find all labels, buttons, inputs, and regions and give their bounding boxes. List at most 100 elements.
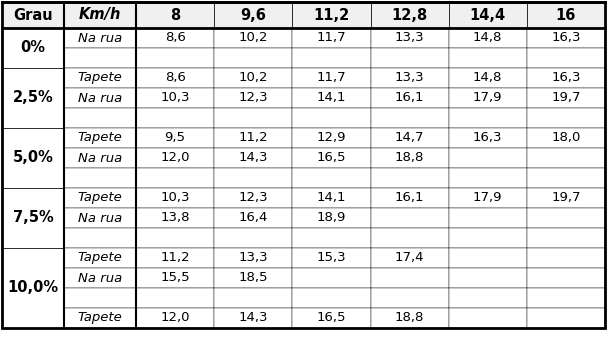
Text: Km/h: Km/h (79, 8, 121, 23)
Bar (527, 268, 605, 288)
Bar (214, 2, 293, 28)
Text: 13,8: 13,8 (160, 212, 190, 225)
Text: 10,2: 10,2 (239, 32, 268, 45)
Bar (370, 168, 449, 188)
Bar (293, 68, 370, 88)
Bar (370, 308, 449, 328)
Text: 12,3: 12,3 (239, 92, 268, 105)
Bar (64, 228, 136, 248)
Bar (136, 248, 214, 268)
Bar (370, 208, 449, 228)
Bar (370, 288, 449, 308)
Text: 7,5%: 7,5% (13, 211, 53, 225)
Bar (370, 108, 449, 128)
Bar (136, 88, 214, 108)
Text: 5,0%: 5,0% (13, 151, 53, 166)
Text: Tapete: Tapete (78, 71, 123, 84)
Bar (293, 188, 370, 208)
Bar (293, 248, 370, 268)
Text: 13,3: 13,3 (239, 251, 268, 264)
Bar (214, 128, 293, 148)
Bar (370, 68, 449, 88)
Bar (64, 28, 136, 48)
Bar (293, 308, 370, 328)
Bar (2, 228, 64, 248)
Text: Na rua: Na rua (78, 212, 122, 225)
Text: Tapete: Tapete (78, 131, 123, 144)
Bar (136, 68, 214, 88)
Bar (527, 128, 605, 148)
Text: 14,1: 14,1 (317, 191, 346, 204)
Bar (370, 188, 449, 208)
Bar (449, 288, 527, 308)
Text: 14,3: 14,3 (239, 152, 268, 165)
Bar (449, 148, 527, 168)
Bar (2, 128, 64, 148)
Bar (136, 188, 214, 208)
Text: 14,8: 14,8 (473, 32, 503, 45)
Text: 14,7: 14,7 (395, 131, 424, 144)
Bar (136, 288, 214, 308)
Bar (527, 148, 605, 168)
Bar (527, 288, 605, 308)
Text: Tapete: Tapete (78, 251, 123, 264)
Bar (136, 268, 214, 288)
Text: 16,3: 16,3 (473, 131, 503, 144)
Text: 9,5: 9,5 (164, 131, 186, 144)
Bar (370, 268, 449, 288)
Text: 12,3: 12,3 (239, 191, 268, 204)
Bar (449, 48, 527, 68)
Bar (136, 108, 214, 128)
Bar (449, 28, 527, 48)
Bar (64, 268, 136, 288)
Bar (214, 188, 293, 208)
Bar (449, 248, 527, 268)
Bar (449, 268, 527, 288)
Bar (64, 208, 136, 228)
Text: 15,5: 15,5 (160, 272, 190, 284)
Bar (370, 48, 449, 68)
Bar (293, 108, 370, 128)
Text: 14,8: 14,8 (473, 71, 503, 84)
Text: Na rua: Na rua (78, 32, 122, 45)
Bar (370, 228, 449, 248)
Bar (293, 128, 370, 148)
Bar (64, 148, 136, 168)
Bar (293, 208, 370, 228)
Text: 16,3: 16,3 (551, 32, 581, 45)
Bar (370, 28, 449, 48)
Text: 2,5%: 2,5% (13, 91, 53, 106)
Bar (64, 248, 136, 268)
Bar (214, 28, 293, 48)
Bar (2, 28, 64, 68)
Text: 16,3: 16,3 (551, 71, 581, 84)
Bar (2, 68, 64, 88)
Text: 18,9: 18,9 (317, 212, 346, 225)
Bar (527, 248, 605, 268)
Bar (293, 2, 370, 28)
Bar (449, 308, 527, 328)
Text: 16,5: 16,5 (317, 311, 346, 324)
Text: 12,0: 12,0 (160, 311, 190, 324)
Bar (370, 128, 449, 148)
Text: 14,4: 14,4 (470, 8, 506, 23)
Text: 8,6: 8,6 (164, 71, 186, 84)
Text: Tapete: Tapete (78, 191, 123, 204)
Bar (214, 228, 293, 248)
Text: 13,3: 13,3 (395, 32, 424, 45)
Bar (2, 2, 64, 28)
Bar (449, 168, 527, 188)
Text: 17,4: 17,4 (395, 251, 424, 264)
Bar (214, 308, 293, 328)
Bar (370, 88, 449, 108)
Text: 10,0%: 10,0% (7, 281, 58, 296)
Bar (136, 48, 214, 68)
Bar (527, 68, 605, 88)
Bar (449, 188, 527, 208)
Text: 12,9: 12,9 (317, 131, 346, 144)
Bar (136, 308, 214, 328)
Text: 10,3: 10,3 (160, 191, 190, 204)
Text: Grau: Grau (13, 8, 53, 23)
Bar (293, 88, 370, 108)
Bar (527, 88, 605, 108)
